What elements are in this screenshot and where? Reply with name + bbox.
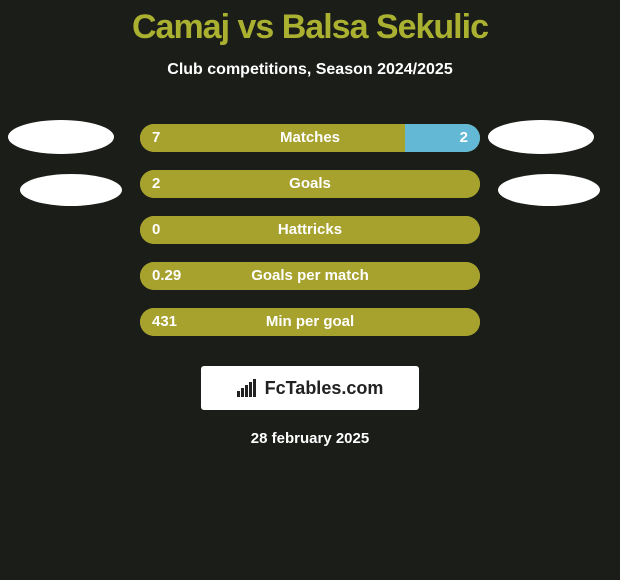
decorative-ellipse <box>498 174 600 206</box>
value-left: 0 <box>152 216 160 244</box>
decorative-ellipse <box>8 120 114 154</box>
value-left: 0.29 <box>152 262 181 290</box>
stat-row: 0Hattricks <box>0 216 620 244</box>
bar-left <box>140 216 480 244</box>
footer-date: 28 february 2025 <box>0 430 620 447</box>
value-right: 2 <box>460 124 468 152</box>
brand-badge: FcTables.com <box>201 366 419 410</box>
bar-left <box>140 170 480 198</box>
bar-track <box>140 170 480 198</box>
bar-left <box>140 124 405 152</box>
decorative-ellipse <box>20 174 122 206</box>
bar-track <box>140 216 480 244</box>
stat-row: 0.29Goals per match <box>0 262 620 290</box>
comparison-title: Camaj vs Balsa Sekulic <box>0 0 620 47</box>
comparison-rows: 72Matches2Goals0Hattricks0.29Goals per m… <box>0 124 620 354</box>
value-left: 431 <box>152 308 177 336</box>
value-left: 2 <box>152 170 160 198</box>
bar-left <box>140 262 480 290</box>
comparison-subtitle: Club competitions, Season 2024/2025 <box>0 61 620 79</box>
brand-text: FcTables.com <box>265 378 384 399</box>
bar-track <box>140 124 480 152</box>
bar-track <box>140 308 480 336</box>
decorative-ellipse <box>488 120 594 154</box>
bar-right <box>405 124 480 152</box>
bar-track <box>140 262 480 290</box>
bar-left <box>140 308 480 336</box>
stat-row: 431Min per goal <box>0 308 620 336</box>
value-left: 7 <box>152 124 160 152</box>
bar-chart-icon <box>237 379 259 397</box>
